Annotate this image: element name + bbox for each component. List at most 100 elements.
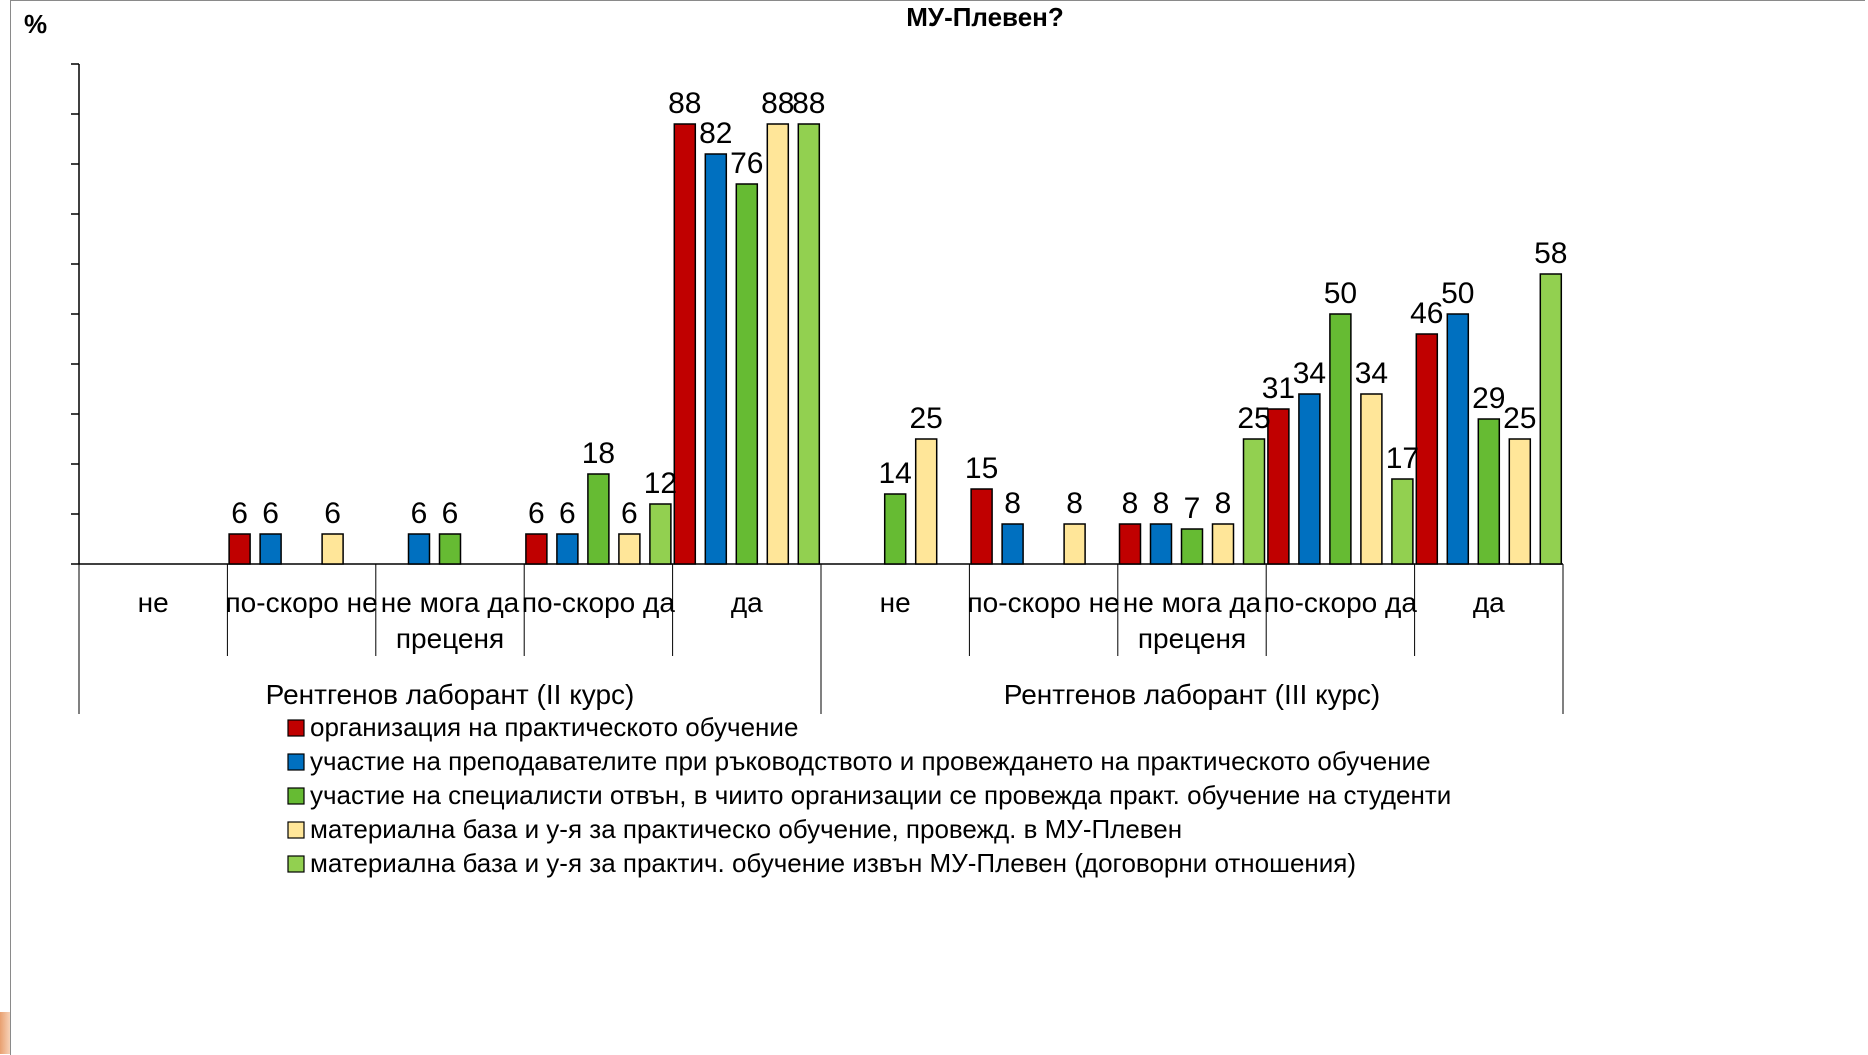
x-category-label: по-скоро не — [226, 587, 378, 618]
bar-value-label: 6 — [528, 497, 545, 530]
bar-value-label: 8 — [1066, 487, 1083, 520]
bar — [1329, 313, 1352, 565]
bar — [1063, 523, 1086, 565]
bar — [883, 493, 907, 565]
bar-value-label: 88 — [792, 87, 825, 120]
bar-value-label: 50 — [1324, 277, 1357, 310]
x-category-label: не мога да преценя — [1123, 587, 1262, 654]
bar — [556, 533, 579, 565]
bar — [321, 533, 344, 565]
bar — [525, 533, 548, 565]
bar-value-label: 14 — [879, 457, 912, 490]
bar — [704, 153, 728, 565]
bar-value-label: 34 — [1355, 357, 1388, 390]
bars — [228, 123, 1563, 565]
bar-value-label: 8 — [1153, 487, 1170, 520]
bar-value-label: 25 — [1237, 402, 1270, 435]
legend-entry-label: организация на практическото обучение — [310, 712, 798, 742]
bar-value-label: 82 — [699, 117, 732, 150]
bar — [1477, 418, 1501, 565]
bar — [1391, 478, 1414, 565]
y-axis-unit: % — [24, 9, 47, 39]
bar-value-label: 50 — [1441, 277, 1474, 310]
bar-value-label: 12 — [644, 467, 677, 500]
bar-value-label: 18 — [582, 437, 615, 470]
slide-edge-accent — [0, 1012, 10, 1054]
bar-value-label: 46 — [1410, 297, 1443, 330]
bar-value-label: 25 — [910, 402, 943, 435]
bar-value-label: 6 — [231, 497, 248, 530]
bar-value-label: 34 — [1293, 357, 1326, 390]
bar-value-label: 76 — [730, 147, 763, 180]
legend-entry-label: участие на специалисти отвън, в чиито ор… — [310, 780, 1451, 810]
x-category-label: по-скоро да — [522, 587, 675, 618]
bar — [1267, 408, 1290, 565]
legend-swatch — [287, 821, 305, 839]
x-category-label: да — [731, 587, 763, 618]
x-category-label: не мога да преценя — [381, 587, 520, 654]
bar-value-label: 25 — [1503, 402, 1536, 435]
bar — [673, 123, 697, 565]
x-category-label: по-скоро да — [1264, 587, 1417, 618]
legend: организация на практическото обучение уча… — [287, 712, 1451, 878]
bar — [914, 438, 938, 565]
bar — [797, 123, 821, 565]
bar — [407, 533, 431, 565]
x-group-label: Рентгенов лаборант (III курс) — [1004, 679, 1380, 710]
bar-value-label: 29 — [1472, 382, 1505, 415]
bar — [1118, 523, 1142, 565]
legend-swatch — [287, 855, 305, 873]
x-category-label-line: не мога да — [381, 587, 520, 618]
legend-entry-label: материална база и у-я за практическо обу… — [310, 814, 1182, 844]
x-category-label-line: преценя — [396, 623, 504, 654]
x-group-label: Рентгенов лаборант (II курс) — [266, 679, 635, 710]
bar — [1446, 313, 1470, 565]
bar — [1415, 333, 1439, 565]
bar — [735, 183, 759, 565]
legend-swatch — [287, 753, 305, 771]
bar — [259, 533, 282, 565]
bar-value-label: 17 — [1386, 442, 1419, 475]
bar — [1180, 528, 1204, 565]
bar-value-label: 58 — [1534, 237, 1567, 270]
x-category-label: по-скоро не — [968, 587, 1120, 618]
legend-swatch — [287, 719, 305, 737]
x-category-label-line: преценя — [1138, 623, 1246, 654]
bar — [1211, 523, 1235, 565]
bar — [649, 503, 672, 565]
bar — [587, 473, 610, 565]
legend-swatch — [287, 787, 305, 805]
bar-value-label: 8 — [1004, 487, 1021, 520]
chart-title: МУ-Плевен? — [906, 2, 1064, 32]
bar — [618, 533, 641, 565]
bar-value-label: 8 — [1122, 487, 1139, 520]
bar — [970, 488, 993, 565]
bar-value-label: 31 — [1262, 372, 1295, 405]
legend-entry-label: участие на преподавателите при ръководст… — [310, 746, 1431, 776]
bar — [1360, 393, 1383, 565]
x-category-label: да — [1473, 587, 1505, 618]
bar — [1508, 438, 1532, 565]
bar-value-label: 88 — [668, 87, 701, 120]
slide-frame — [10, 0, 1865, 1055]
bar — [766, 123, 790, 565]
bar-value-label: 15 — [965, 452, 998, 485]
bar — [1298, 393, 1321, 565]
legend-entry-label: материална база и у-я за практич. обучен… — [310, 848, 1356, 878]
bar — [1001, 523, 1024, 565]
bar — [438, 533, 462, 565]
x-category-label: не — [138, 587, 169, 618]
bar-value-label: 7 — [1184, 492, 1201, 525]
bar-value-label: 88 — [761, 87, 794, 120]
bar — [1149, 523, 1173, 565]
bar-value-label: 6 — [442, 497, 459, 530]
x-category-label: не — [880, 587, 911, 618]
bar — [228, 533, 251, 565]
bar-value-label: 8 — [1215, 487, 1232, 520]
bar-value-label: 6 — [262, 497, 279, 530]
bar — [1242, 438, 1266, 565]
